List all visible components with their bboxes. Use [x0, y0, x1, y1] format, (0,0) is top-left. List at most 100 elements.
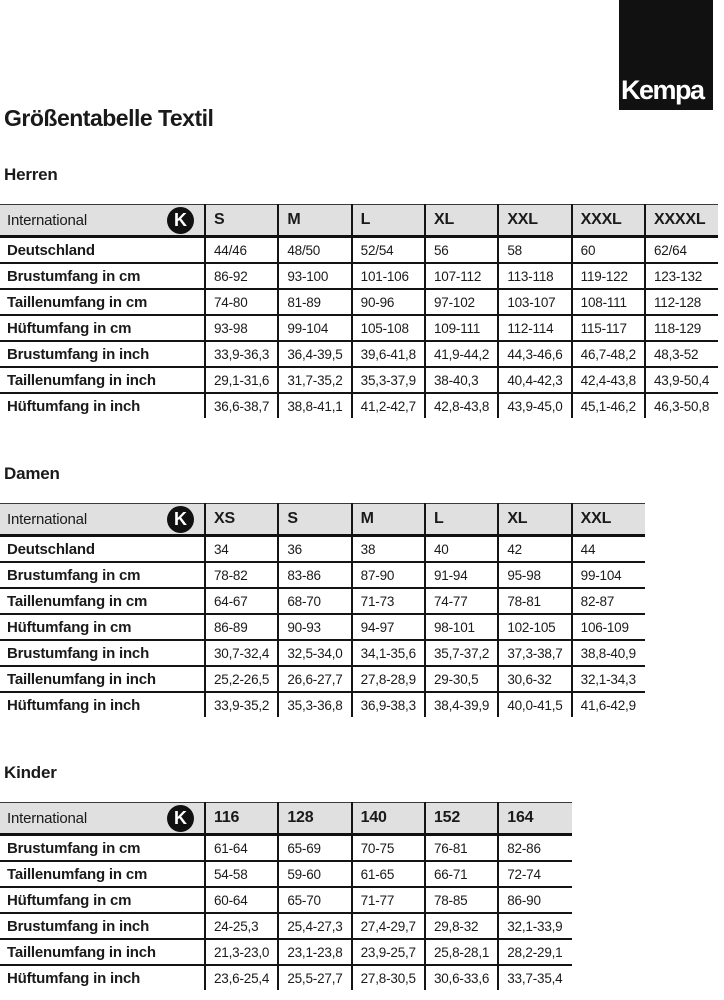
value-cell: 115-117	[570, 315, 645, 342]
kempa-k-icon: K	[167, 804, 194, 832]
value-cell: 82-86	[497, 834, 572, 862]
value-cell: 90-96	[350, 289, 425, 316]
value-cell: 68-70	[277, 588, 352, 615]
size-table-damen: International K XS S M L XL XXL Deutschland 34 36 3…	[0, 503, 645, 717]
value-cell: 32,1-33,9	[497, 913, 572, 940]
value-cell: 36,4-39,5	[277, 341, 352, 368]
row-label-cell: Taillenumfang in inch	[0, 666, 205, 693]
value-cell: 99-104	[277, 315, 352, 342]
table-row: Brustumfang in cm 86-92 93-100 101-106 107-1…	[0, 263, 719, 290]
row-label-cell: Hüftumfang in cm	[0, 887, 205, 914]
kempa-k-icon: K	[167, 206, 194, 234]
size-header-cell: 140	[350, 802, 425, 836]
row-label-cell: Taillenumfang in inch	[0, 367, 205, 394]
value-cell: 98-101	[423, 614, 499, 641]
value-cell: 64-67	[203, 588, 279, 615]
value-cell: 102-105	[497, 614, 572, 641]
row-label-cell: Hüftumfang in inch	[7, 696, 141, 714]
table-row: Brustumfang in inch 24-25,3 25,4-27,3 27,4-…	[0, 913, 572, 940]
row-label-cell: Brustumfang in inch	[0, 341, 205, 368]
value-cell: 70-75	[350, 834, 425, 862]
value-cell: 30,7-32,4	[203, 640, 279, 667]
kempa-k-icon: K	[167, 505, 194, 533]
value-cell: 105-108	[350, 315, 425, 342]
value-cell: 61-64	[203, 834, 279, 862]
value-cell: 36,9-38,3	[350, 692, 425, 717]
value-cell: 32,1-34,3	[570, 666, 645, 693]
table-row: Hüftumfang in cm 86-89 90-93 94-97 98-101 102…	[0, 614, 645, 641]
table-row: Deutschland 34 36 38 40 42 44	[0, 535, 645, 563]
value-cell: 25,8-28,1	[423, 939, 499, 966]
table-row: Hüftumfang in cm 60-64 65-70 71-77 78-85 86-9…	[0, 887, 572, 914]
size-tables: Herren International K S M L XL XXL XXXL XXXXL Deu…	[0, 165, 724, 990]
value-cell: 52/54	[350, 236, 425, 264]
value-cell: 32,5-34,0	[277, 640, 352, 667]
size-header-cell: S	[203, 204, 279, 238]
row-label-cell: Brustumfang in cm	[0, 263, 205, 290]
value-cell: 27,8-30,5	[350, 965, 425, 990]
value-cell: 78-82	[203, 562, 279, 589]
value-cell: 25,2-26,5	[203, 666, 279, 693]
value-cell: 86-92	[203, 263, 279, 290]
table-row: Taillenumfang in inch 29,1-31,6 31,7-35,2 3…	[0, 367, 719, 394]
value-cell: 112-128	[643, 289, 719, 316]
value-cell: 40	[423, 535, 499, 563]
value-cell: 25,4-27,3	[277, 913, 352, 940]
value-cell: 61-65	[350, 861, 425, 888]
size-header-cell: 164	[497, 802, 572, 836]
value-cell: 93-98	[203, 315, 279, 342]
section-heading-kinder: Kinder	[4, 763, 57, 782]
value-cell: 38,8-41,1	[277, 393, 352, 418]
value-cell: 31,7-35,2	[277, 367, 352, 394]
value-cell: 33,9-35,2	[203, 692, 279, 717]
table-row: Brustumfang in cm 78-82 83-86 87-90 91-94 95-…	[0, 562, 645, 589]
value-cell: 107-112	[423, 263, 499, 290]
corner-label: International	[7, 809, 87, 827]
row-label-cell: Taillenumfang in cm	[0, 588, 205, 615]
table-row: Hüftumfang in cm 93-98 99-104 105-108 109-11…	[0, 315, 719, 342]
value-cell: 41,6-42,9	[570, 692, 645, 717]
value-cell: 78-85	[423, 887, 499, 914]
row-label-cell: Deutschland	[0, 236, 205, 264]
value-cell: 42	[497, 535, 572, 563]
value-cell: 35,3-37,9	[350, 367, 425, 394]
corner-label: International	[7, 211, 87, 229]
value-cell: 28,2-29,1	[497, 939, 572, 966]
size-header-cell: 152	[423, 802, 499, 836]
value-cell: 86-89	[203, 614, 279, 641]
value-cell: 46,7-48,2	[570, 341, 645, 368]
row-label-cell: Hüftumfang in cm	[0, 315, 205, 342]
value-cell: 78-81	[497, 588, 572, 615]
header-row: International K 116 128 140 152 164	[0, 802, 572, 836]
size-header-cell: XXL	[497, 204, 572, 238]
value-cell: 58	[497, 236, 572, 264]
value-cell: 44	[570, 535, 645, 563]
size-header-cell: XL	[497, 503, 572, 537]
value-cell: 60	[570, 236, 645, 264]
value-cell: 34,1-35,6	[350, 640, 425, 667]
size-header-cell: M	[277, 204, 352, 238]
value-cell: 119-122	[570, 263, 645, 290]
section-damen: Damen International K XS S M L XL XXL Deutschland…	[0, 464, 724, 717]
value-cell: 43,9-50,4	[643, 367, 719, 394]
value-cell: 24-25,3	[203, 913, 279, 940]
value-cell: 74-77	[423, 588, 499, 615]
size-header-cell: XXXXL	[643, 204, 719, 238]
value-cell: 54-58	[203, 861, 279, 888]
value-cell: 91-94	[423, 562, 499, 589]
value-cell: 93-100	[277, 263, 352, 290]
table-row: Hüftumfang in inch 33,9-35,2 35,3-36,8 36,9…	[0, 692, 645, 717]
value-cell: 41,2-42,7	[350, 393, 425, 418]
corner-label: International	[7, 510, 87, 528]
value-cell: 39,6-41,8	[350, 341, 425, 368]
value-cell: 90-93	[277, 614, 352, 641]
value-cell: 60-64	[203, 887, 279, 914]
value-cell: 37,3-38,7	[497, 640, 572, 667]
value-cell: 26,6-27,7	[277, 666, 352, 693]
value-cell: 65-70	[277, 887, 352, 914]
row-label-cell: Taillenumfang in inch	[0, 939, 205, 966]
kempa-logo-text: Kempa	[621, 75, 705, 105]
value-cell: 25,5-27,7	[277, 965, 352, 990]
value-cell: 42,4-43,8	[570, 367, 645, 394]
section-heading-herren: Herren	[4, 165, 58, 184]
